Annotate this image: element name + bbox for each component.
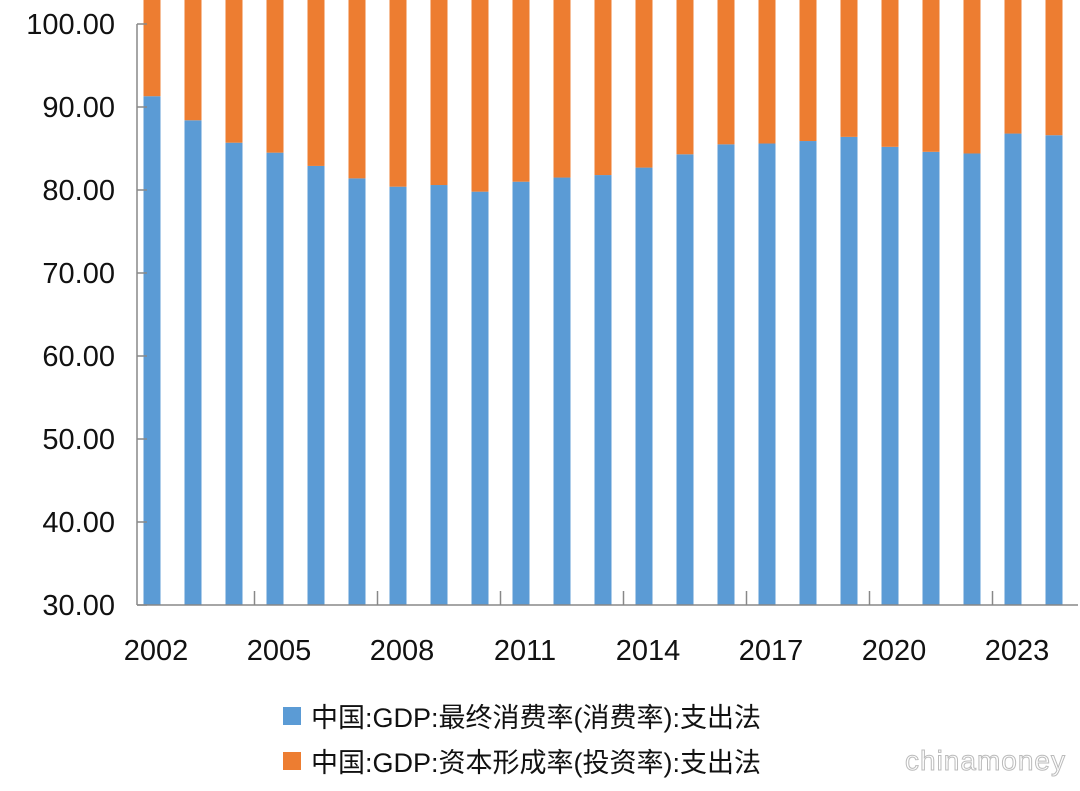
legend-label: 中国:GDP:最终消费率(消费率):支出法 <box>311 703 761 733</box>
bar-investment-2023 <box>1004 0 1022 134</box>
bar-investment-2010 <box>471 0 489 192</box>
bar-investment-2006 <box>307 0 325 166</box>
x-tick-label: 2014 <box>616 635 681 667</box>
bar-consumption-2016 <box>717 144 735 605</box>
bar-consumption-2012 <box>553 177 571 606</box>
bar-consumption-2007 <box>348 178 366 605</box>
bar-consumption-2004 <box>225 142 243 605</box>
y-tick-label: 90.00 <box>42 92 115 124</box>
y-tick-label: 70.00 <box>42 258 115 290</box>
bar-investment-2019 <box>840 0 858 137</box>
bar-consumption-2009 <box>430 185 448 605</box>
bar-consumption-2005 <box>266 152 284 605</box>
y-tick-label: 100.00 <box>26 9 115 41</box>
bar-consumption-2020 <box>881 146 899 605</box>
x-tick-label: 2020 <box>862 635 927 667</box>
x-tick-label: 2023 <box>985 635 1050 667</box>
bar-investment-2004 <box>225 0 243 143</box>
bar-investment-2015 <box>676 0 694 155</box>
bar-investment-2021 <box>922 0 940 152</box>
legend-item-consumption: 中国:GDP:最终消费率(消费率):支出法 <box>283 696 761 735</box>
bar-consumption-2017 <box>758 143 776 605</box>
bar-investment-2007 <box>348 0 366 179</box>
bar-consumption-2022 <box>963 153 981 606</box>
x-tick-label: 2017 <box>739 635 804 667</box>
bar-consumption-2018 <box>799 141 817 605</box>
bar-investment-2009 <box>430 0 448 186</box>
bar-consumption-2006 <box>307 165 325 605</box>
bar-consumption-2011 <box>512 181 530 605</box>
bar-consumption-2002 <box>143 96 161 606</box>
legend-swatch-orange <box>283 751 301 770</box>
bar-consumption-2008 <box>389 186 407 605</box>
bar-consumption-2024 <box>1045 135 1063 605</box>
y-tick-label: 30.00 <box>42 590 115 622</box>
x-tick-label: 2002 <box>124 635 189 667</box>
y-tick-label: 50.00 <box>42 424 115 456</box>
bar-consumption-2010 <box>471 191 489 605</box>
bar-consumption-2013 <box>594 175 612 605</box>
bar-consumption-2019 <box>840 136 858 605</box>
bar-consumption-2015 <box>676 154 694 605</box>
bar-investment-2013 <box>594 0 612 176</box>
bar-investment-2024 <box>1045 0 1063 136</box>
bar-investment-2011 <box>512 0 530 182</box>
y-tick-label: 40.00 <box>42 507 115 539</box>
x-tick-label: 2008 <box>370 635 435 667</box>
bar-investment-2005 <box>266 0 284 153</box>
bar-investment-2002 <box>143 0 161 97</box>
bar-consumption-2014 <box>635 167 653 605</box>
bar-investment-2017 <box>758 0 776 144</box>
watermark: chinamoney <box>905 745 1066 777</box>
legend-label: 中国:GDP:资本形成率(投资率):支出法 <box>311 748 761 778</box>
x-tick-label: 2011 <box>494 635 556 667</box>
legend-item-investment: 中国:GDP:资本形成率(投资率):支出法 <box>283 741 761 780</box>
x-tick-label: 2005 <box>247 635 312 667</box>
legend-swatch-blue <box>283 706 301 725</box>
bar-investment-2008 <box>389 0 407 187</box>
y-tick-label: 60.00 <box>42 341 115 373</box>
bar-investment-2022 <box>963 0 981 154</box>
bar-investment-2012 <box>553 0 571 178</box>
bar-investment-2020 <box>881 0 899 147</box>
bar-investment-2018 <box>799 0 817 142</box>
bar-investment-2016 <box>717 0 735 145</box>
bar-consumption-2023 <box>1004 133 1022 605</box>
y-tick-label: 80.00 <box>42 175 115 207</box>
bar-consumption-2021 <box>922 151 940 605</box>
bar-consumption-2003 <box>184 120 202 605</box>
bar-investment-2003 <box>184 0 202 121</box>
bar-investment-2014 <box>635 0 653 168</box>
